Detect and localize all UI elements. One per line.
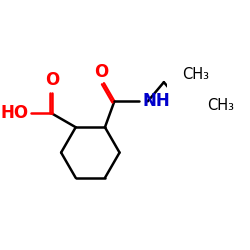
Text: O: O — [45, 71, 59, 89]
Text: HO: HO — [0, 104, 28, 122]
Text: O: O — [94, 63, 108, 81]
Text: NH: NH — [143, 92, 171, 110]
Text: CH₃: CH₃ — [182, 66, 209, 82]
Text: CH₃: CH₃ — [207, 98, 234, 113]
